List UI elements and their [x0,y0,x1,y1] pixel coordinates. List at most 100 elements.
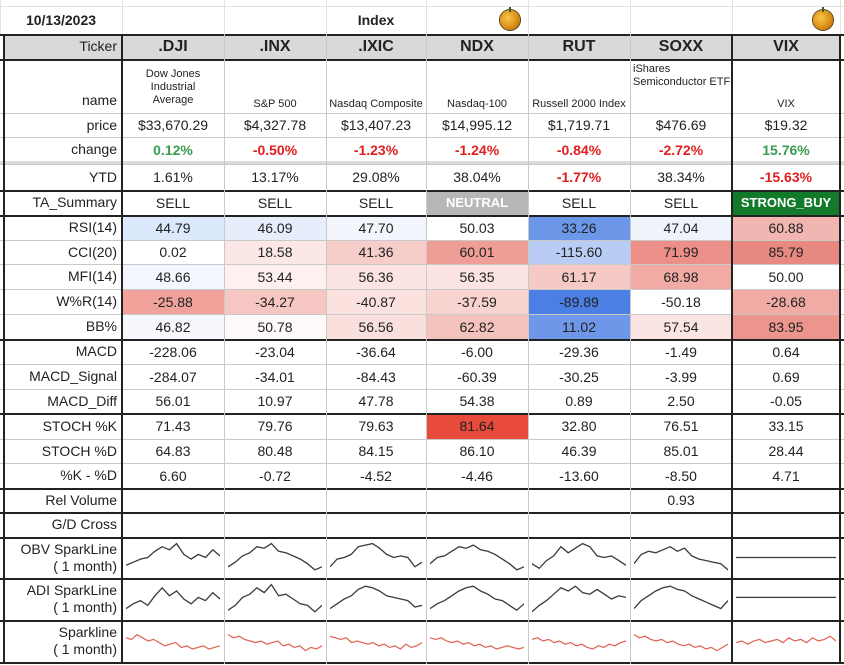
cell-gd-5[interactable] [630,512,732,537]
cell-rsi-6[interactable]: 60.88 [732,215,840,240]
cell-ytd-1[interactable]: 13.17% [251,169,299,185]
cell-cci-4[interactable]: -115.60 [528,240,630,264]
cell-change-4[interactable]: -0.84% [556,141,602,158]
cell-macd-signal-4[interactable]: -30.25 [559,368,599,385]
cell-kd-4[interactable]: -13.60 [559,467,599,484]
row-label-name[interactable]: name [81,92,117,108]
date-cell[interactable]: 10/13/2023 [25,12,97,28]
cell-stoch-k-0[interactable]: 71.43 [122,413,224,439]
cell-bb-5[interactable]: 57.54 [630,314,732,339]
cell-stoch-d-3[interactable]: 86.10 [459,443,495,459]
cell-gd-1[interactable] [224,512,326,537]
cell-bb-4[interactable]: 11.02 [528,314,630,339]
cell-cci-3[interactable]: 60.01 [426,240,528,264]
cell-macd-diff-6[interactable]: -0.05 [770,393,802,409]
cell-price-6[interactable]: $19.32 [764,117,808,133]
cell-cci-2[interactable]: 41.36 [326,240,426,264]
cell-macd-diff-2[interactable]: 47.78 [358,393,394,409]
cell-macd-4[interactable]: -29.36 [559,343,599,360]
cell-kd-6[interactable]: 4.71 [772,467,800,484]
row-label-ta[interactable]: TA_Summary [32,194,117,210]
cell-macd-3[interactable]: -6.00 [461,343,493,360]
cell-price-5[interactable]: $476.69 [655,117,707,133]
cell-macd-diff-1[interactable]: 10.97 [257,393,293,409]
cell-ta-2[interactable]: SELL [358,194,394,211]
sheet-title[interactable]: Index [357,12,395,28]
cell-bb-3[interactable]: 62.82 [426,314,528,339]
row-label-obv[interactable]: OBV SparkLine ( 1 month) [20,540,118,574]
cell-ytd-5[interactable]: 38.34% [657,169,705,185]
ticker-inx[interactable]: .INX [259,37,291,55]
cell-gd-4[interactable] [528,512,630,537]
cell-relvol-5[interactable]: 0.93 [667,492,695,508]
cell-stoch-k-3[interactable]: 81.64 [426,413,528,439]
cell-name-4[interactable]: Russell 2000 Index [532,98,626,110]
cell-change-2[interactable]: -1.23% [353,141,399,158]
ticker-vix[interactable]: VIX [773,37,799,55]
cell-wr-6[interactable]: -28.68 [732,289,840,314]
cell-ytd-0[interactable]: 1.61% [153,169,193,185]
row-label-adi[interactable]: ADI SparkLine ( 1 month) [26,582,117,615]
cell-kd-2[interactable]: -4.52 [360,467,392,484]
cell-macd-signal-1[interactable]: -34.01 [255,368,295,385]
cell-price-1[interactable]: $4,327.78 [243,117,307,133]
cell-mfi-5[interactable]: 68.98 [630,264,732,289]
row-label-bb[interactable]: BB% [85,318,117,334]
cell-rsi-5[interactable]: 47.04 [630,215,732,240]
cell-change-3[interactable]: -1.24% [454,141,500,158]
cell-relvol-1[interactable] [224,488,326,512]
cell-stoch-k-1[interactable]: 79.76 [224,413,326,439]
cell-gd-2[interactable] [326,512,426,537]
cell-name-5[interactable]: iShares Semiconductor ETF [633,63,731,88]
row-label-gd[interactable]: G/D Cross [51,516,117,532]
cell-mfi-1[interactable]: 53.44 [224,264,326,289]
cell-wr-1[interactable]: -34.27 [224,289,326,314]
row-label-macd-diff[interactable]: MACD_Diff [47,392,117,409]
cell-wr-0[interactable]: -25.88 [122,289,224,314]
cell-name-2[interactable]: Nasdaq Composite [329,98,423,110]
cell-kd-5[interactable]: -8.50 [665,467,697,484]
cell-stoch-k-4[interactable]: 32.80 [528,413,630,439]
cell-stoch-d-1[interactable]: 80.48 [257,443,293,459]
cell-name-6[interactable]: VIX [777,98,795,110]
cell-price-0[interactable]: $33,670.29 [137,117,209,133]
ticker-ndx[interactable]: NDX [460,37,494,55]
cell-gd-6[interactable] [732,512,840,537]
cell-kd-3[interactable]: -4.46 [461,467,493,484]
cell-ta-5[interactable]: SELL [663,194,699,211]
cell-cci-6[interactable]: 85.79 [732,240,840,264]
cell-macd-signal-2[interactable]: -84.43 [356,368,396,385]
cell-change-1[interactable]: -0.50% [252,141,298,158]
cell-relvol-2[interactable] [326,488,426,512]
cell-macd-6[interactable]: 0.64 [772,343,800,360]
cell-macd-signal-3[interactable]: -60.39 [457,368,497,385]
cell-kd-0[interactable]: 6.60 [159,467,187,484]
cell-rsi-4[interactable]: 33.26 [528,215,630,240]
cell-stoch-d-6[interactable]: 28.44 [768,443,804,459]
cell-relvol-6[interactable] [732,488,840,512]
row-label-price[interactable]: price [86,116,117,133]
row-label-ticker[interactable]: Ticker [79,38,117,54]
cell-mfi-2[interactable]: 56.36 [326,264,426,289]
cell-wr-3[interactable]: -37.59 [426,289,528,314]
cell-price-4[interactable]: $1,719.71 [547,117,611,133]
cell-wr-5[interactable]: -50.18 [630,289,732,314]
cell-stoch-d-4[interactable]: 46.39 [561,443,597,459]
cell-gd-0[interactable] [122,512,224,537]
cell-gd-3[interactable] [426,512,528,537]
cell-stoch-d-2[interactable]: 84.15 [358,443,394,459]
ticker-rut[interactable]: RUT [562,37,596,55]
cell-macd-0[interactable]: -228.06 [149,343,197,360]
cell-macd-diff-3[interactable]: 54.38 [459,393,495,409]
ta-badge-strong-buy[interactable]: STRONG_BUY [732,190,840,215]
cell-macd-signal-5[interactable]: -3.99 [665,368,697,385]
ticker-soxx[interactable]: SOXX [658,37,704,55]
cell-kd-1[interactable]: -0.72 [259,467,291,484]
cell-cci-5[interactable]: 71.99 [630,240,732,264]
cell-change-5[interactable]: -2.72% [658,141,704,158]
cell-macd-5[interactable]: -1.49 [665,343,697,360]
cell-bb-6[interactable]: 83.95 [732,314,840,339]
row-label-macd[interactable]: MACD [75,343,117,359]
cell-mfi-3[interactable]: 56.35 [426,264,528,289]
cell-stoch-d-5[interactable]: 85.01 [663,443,699,459]
